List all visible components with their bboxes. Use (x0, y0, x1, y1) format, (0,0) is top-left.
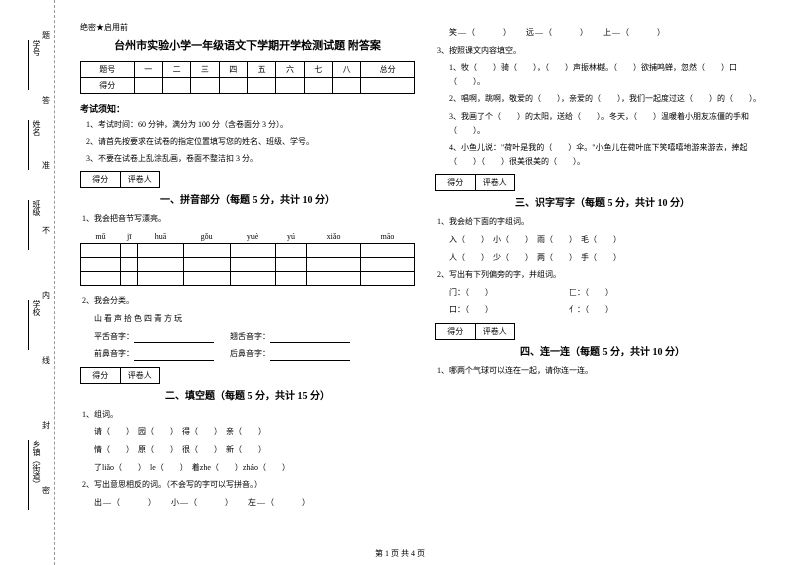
scorer-box: 得分 评卷人 (80, 171, 160, 188)
document-title: 台州市实验小学一年级语文下学期开学检测试题 附答案 (80, 37, 415, 53)
score-label: 得分 (81, 172, 121, 187)
notice-title: 考试须知： (80, 102, 415, 115)
part3-title: 三、识字写字（每题 5 分，共计 10 分） (435, 194, 770, 209)
binding-column: 学号 姓名 班级 学校 乡镇（街道） 题 答 准 不 内 线 封 密 (0, 0, 55, 565)
cell: 二 (162, 62, 190, 78)
field-id: 学号 (28, 40, 42, 90)
cell: 六 (276, 62, 304, 78)
question-text: 2、我会分类。 (82, 294, 415, 308)
cell: 题号 (81, 62, 135, 78)
word-line: 请（ ） 园（ ） 得（ ） 亲（ ） (94, 425, 415, 439)
radical-line: 门：（ ） 匚：（ ） (449, 286, 770, 300)
side-char: 内 (42, 290, 50, 301)
cell: jī (121, 230, 138, 244)
scorer-box: 得分 评卷人 (435, 323, 515, 340)
scorer-box: 得分 评卷人 (80, 367, 160, 384)
fill-text: 4、小鱼儿说："荷叶是我的（ ）伞。"小鱼儿在荷叶底下笑嘻嘻地游来游去，捧起（ … (449, 141, 770, 168)
word-line: 了liǎo（ ） le（ ） 着zhe（ ）zháo（ ） (94, 461, 415, 475)
radical-line: 口：（ ） 亻：（ ） (449, 303, 770, 317)
score-label: 得分 (436, 324, 476, 339)
opposite-line: 出—（ ） 小—（ ） 左—（ ） (94, 496, 415, 510)
side-char: 封 (42, 420, 50, 431)
cell: xiǎo (307, 230, 361, 244)
part2-title: 二、填空题（每题 5 分，共计 15 分） (80, 387, 415, 402)
cell: 三 (191, 62, 219, 78)
field-class: 班级 (28, 200, 42, 250)
word-line: 入（ ） 小（ ） 雨（ ） 毛（ ） (449, 233, 770, 247)
field-school: 学校 (28, 300, 42, 350)
table-row: 题号 一 二 三 四 五 六 七 八 总分 (81, 62, 415, 78)
main-content: 绝密★启用前 台州市实验小学一年级语文下学期开学检测试题 附答案 题号 一 二 … (55, 0, 800, 565)
grader-label: 评卷人 (121, 172, 160, 187)
side-char: 答 (42, 95, 50, 106)
side-char: 线 (42, 355, 50, 366)
fill-text: 3、我画了个（ ）的太阳，送给（ ）。冬天，（ ）温暖着小朋友冻僵的手和（ ）。 (449, 110, 770, 137)
letter-list: 山 看 声 拾 色 四 青 方 玩 (94, 312, 415, 326)
score-label: 得分 (436, 175, 476, 190)
part1-title: 一、拼音部分（每题 5 分，共计 10 分） (80, 191, 415, 206)
side-char: 题 (42, 30, 50, 41)
fill-line: 前鼻音字： 后鼻音字： (94, 347, 415, 361)
grader-label: 评卷人 (121, 368, 160, 383)
question-text: 1、我会给下面的字组词。 (437, 215, 770, 229)
side-char: 不 (42, 225, 50, 236)
field-town: 乡镇（街道） (28, 440, 42, 510)
field-name: 姓名 (28, 120, 42, 170)
cell: yuè (230, 230, 275, 244)
question-text: 1、组词。 (82, 408, 415, 422)
notice-item: 2、请首先按要求在试卷的指定位置填写您的姓名、班级、学号。 (86, 136, 415, 149)
cell: 八 (332, 62, 360, 78)
page-footer: 第 1 页 共 4 页 (0, 548, 800, 559)
left-column: 绝密★启用前 台州市实验小学一年级语文下学期开学检测试题 附答案 题号 一 二 … (70, 22, 425, 555)
cell: 七 (304, 62, 332, 78)
cell: yú (275, 230, 306, 244)
cell: 总分 (361, 62, 415, 78)
fill-text: 2、唱啊，跳啊，敬爱的（ ），亲爱的（ ），我们一起度过这（ ）的（ ）。 (449, 92, 770, 106)
word-line: 人（ ） 少（ ） 两（ ） 手（ ） (449, 251, 770, 265)
side-char: 准 (42, 160, 50, 171)
opposite-line: 笑—（ ） 远—（ ） 上—（ ） (449, 26, 770, 40)
question-text: 2、写出意思相反的词。（不会写的字可以写拼音。） (82, 478, 415, 492)
table-row (81, 244, 415, 258)
pinyin-table: mǔ jī huā gǒu yuè yú xiǎo māo (80, 230, 415, 287)
question-text: 1、我会把音节写漂亮。 (82, 212, 415, 226)
scorer-box: 得分 评卷人 (435, 174, 515, 191)
fill-text: 1、牧（ ）骑（ ），（ ）声振林樾。（ ）欲捕鸣蝉，忽然（ ）口（ ）。 (449, 61, 770, 88)
cell: 一 (134, 62, 162, 78)
table-row (81, 258, 415, 272)
question-text: 2、写出有下列偏旁的字，并组词。 (437, 268, 770, 282)
table-row (81, 272, 415, 286)
word-line: 情（ ） 原（ ） 很（ ） 新（ ） (94, 443, 415, 457)
cell: māo (361, 230, 415, 244)
grader-label: 评卷人 (476, 175, 515, 190)
side-char: 密 (42, 485, 50, 496)
part4-title: 四、连一连（每题 5 分，共计 10 分） (435, 343, 770, 358)
fill-line: 平舌音字： 翘舌音字： (94, 330, 415, 344)
table-row: 得分 (81, 78, 415, 94)
cell: 五 (247, 62, 275, 78)
cell: mǔ (81, 230, 121, 244)
score-table: 题号 一 二 三 四 五 六 七 八 总分 得分 (80, 61, 415, 94)
question-text: 3、按照课文内容填空。 (437, 44, 770, 58)
table-row: mǔ jī huā gǒu yuè yú xiǎo māo (81, 230, 415, 244)
notice-item: 1、考试时间：60 分钟，满分为 100 分（含卷面分 3 分）。 (86, 119, 415, 132)
cell: gǒu (183, 230, 230, 244)
right-column: 笑—（ ） 远—（ ） 上—（ ） 3、按照课文内容填空。 1、牧（ ）骑（ ）… (425, 22, 780, 555)
cell: 得分 (81, 78, 135, 94)
secret-label: 绝密★启用前 (80, 22, 415, 33)
cell: 四 (219, 62, 247, 78)
grader-label: 评卷人 (476, 324, 515, 339)
notice-item: 3、不要在试卷上乱涂乱画，卷面不整洁扣 3 分。 (86, 153, 415, 166)
question-text: 1、哪两个气球可以连在一起，请你连一连。 (437, 364, 770, 378)
cell: huā (138, 230, 183, 244)
score-label: 得分 (81, 368, 121, 383)
